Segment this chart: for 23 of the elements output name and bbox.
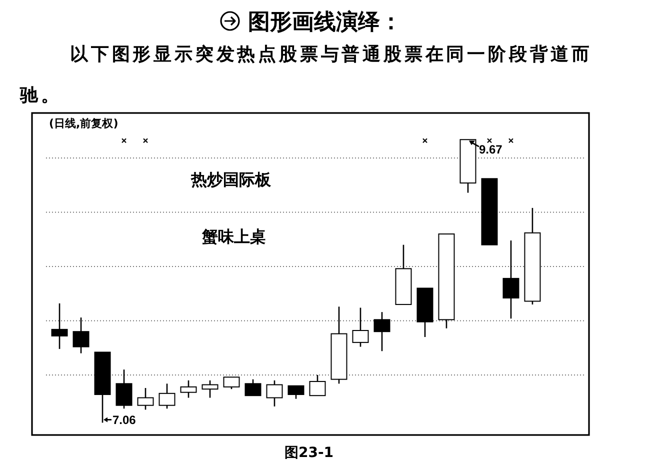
candlestick	[180, 380, 197, 398]
annotation: 9.67	[478, 142, 503, 157]
annotation: 热炒国际板	[190, 170, 272, 189]
caption: 图23-1	[284, 445, 334, 461]
text: 以下图形显示突发热点股票与普通股票在同一阶段背道而驰。	[20, 44, 592, 106]
candlestick	[51, 302, 68, 350]
candlestick	[223, 376, 240, 390]
annotation: 蟹味上桌	[201, 227, 266, 246]
candlestick	[244, 378, 262, 396]
candlestick	[352, 307, 369, 348]
candlestick	[158, 383, 176, 410]
candlestick	[374, 311, 390, 352]
candlestick	[72, 316, 90, 354]
candlestick	[137, 387, 154, 410]
candlestick	[288, 385, 304, 400]
annotation: 7.06	[112, 413, 136, 428]
text: (日线,前复权)	[49, 117, 118, 130]
chart-title: 图形画线演绎：	[248, 9, 402, 35]
candlestick	[309, 374, 326, 396]
candlestick	[202, 380, 218, 398]
candlestick	[116, 368, 132, 410]
candlestick	[502, 240, 520, 320]
candlestick	[266, 380, 283, 408]
